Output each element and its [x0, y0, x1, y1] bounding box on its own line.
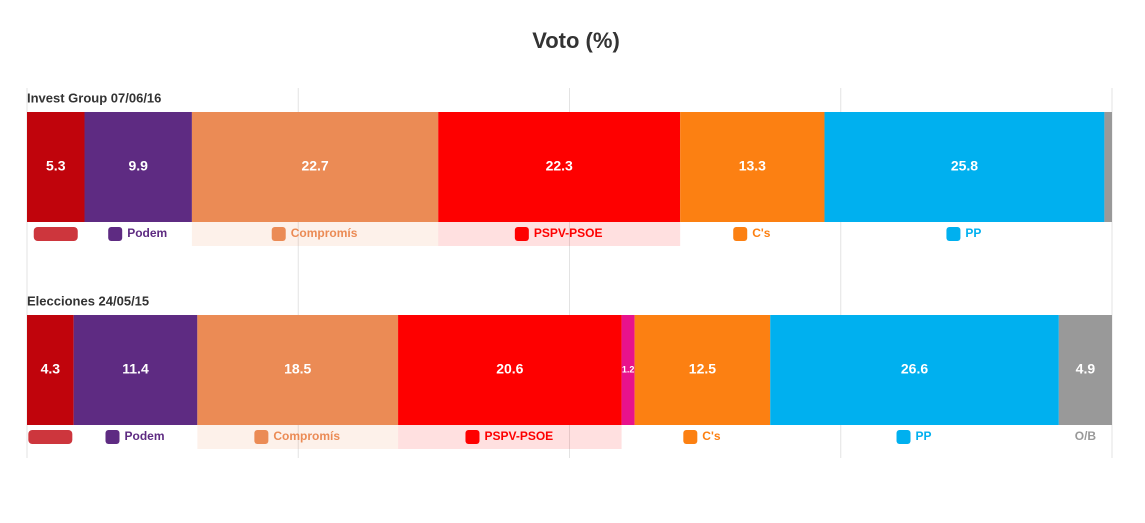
value-label: 5.3	[46, 158, 66, 174]
party-label: Podem	[124, 429, 164, 443]
party-label: C's	[702, 429, 721, 443]
value-label: 25.8	[951, 158, 978, 174]
party-label: PP	[916, 429, 932, 443]
value-label: 12.5	[689, 361, 716, 377]
value-label: 11.4	[122, 361, 149, 377]
party-label: Podem	[127, 226, 167, 240]
row-label: Invest Group 07/06/16	[27, 90, 161, 105]
value-label: 13.3	[739, 158, 766, 174]
bar-segment	[197, 315, 399, 425]
bar-segment	[1058, 315, 1112, 425]
value-label: 4.3	[41, 361, 61, 377]
value-label: 4.9	[1076, 361, 1096, 377]
party-icon	[271, 227, 286, 241]
bar-segment	[191, 112, 439, 222]
value-label: 20.6	[496, 361, 523, 377]
legend-bg	[438, 222, 681, 246]
party-label: PSPV-PSOE	[484, 429, 553, 443]
party-icon	[108, 227, 123, 241]
party-label: O/B	[1075, 429, 1097, 443]
chart-title: Voto (%)	[532, 28, 620, 53]
party-icon	[254, 430, 269, 444]
bar-segment	[73, 315, 198, 425]
bar-segment	[27, 315, 74, 425]
party-label: Compromís	[273, 429, 340, 443]
bar-segment	[398, 315, 622, 425]
party-logo	[33, 227, 78, 241]
party-label: PP	[965, 226, 981, 240]
value-label: 22.7	[301, 158, 328, 174]
value-label: 18.5	[284, 361, 311, 377]
party-label: PSPV-PSOE	[534, 226, 603, 240]
legend-bg	[398, 425, 622, 449]
value-label: 1.2	[622, 364, 635, 374]
bar-segment	[27, 112, 85, 222]
value-label: 9.9	[128, 158, 148, 174]
legend-bg	[191, 222, 439, 246]
party-icon	[733, 227, 748, 241]
party-icon	[514, 227, 529, 241]
bar-segment	[84, 112, 192, 222]
party-logo	[28, 430, 73, 444]
bar-segment	[770, 315, 1059, 425]
party-icon	[465, 430, 480, 444]
bar-segment	[438, 112, 681, 222]
party-icon	[105, 430, 120, 444]
party-label: C's	[752, 226, 771, 240]
legend-bg	[197, 425, 399, 449]
party-icon	[683, 430, 698, 444]
bar-segment	[1104, 112, 1112, 222]
bar-segment	[634, 315, 771, 425]
party-icon	[946, 227, 961, 241]
bar-segment	[824, 112, 1105, 222]
bar-segment	[680, 112, 825, 222]
party-label: Compromís	[291, 226, 358, 240]
party-icon	[896, 430, 911, 444]
value-label: 22.3	[546, 158, 573, 174]
row-label: Elecciones 24/05/15	[27, 293, 149, 308]
bar-segment	[621, 315, 635, 425]
value-label: 26.6	[901, 361, 928, 377]
